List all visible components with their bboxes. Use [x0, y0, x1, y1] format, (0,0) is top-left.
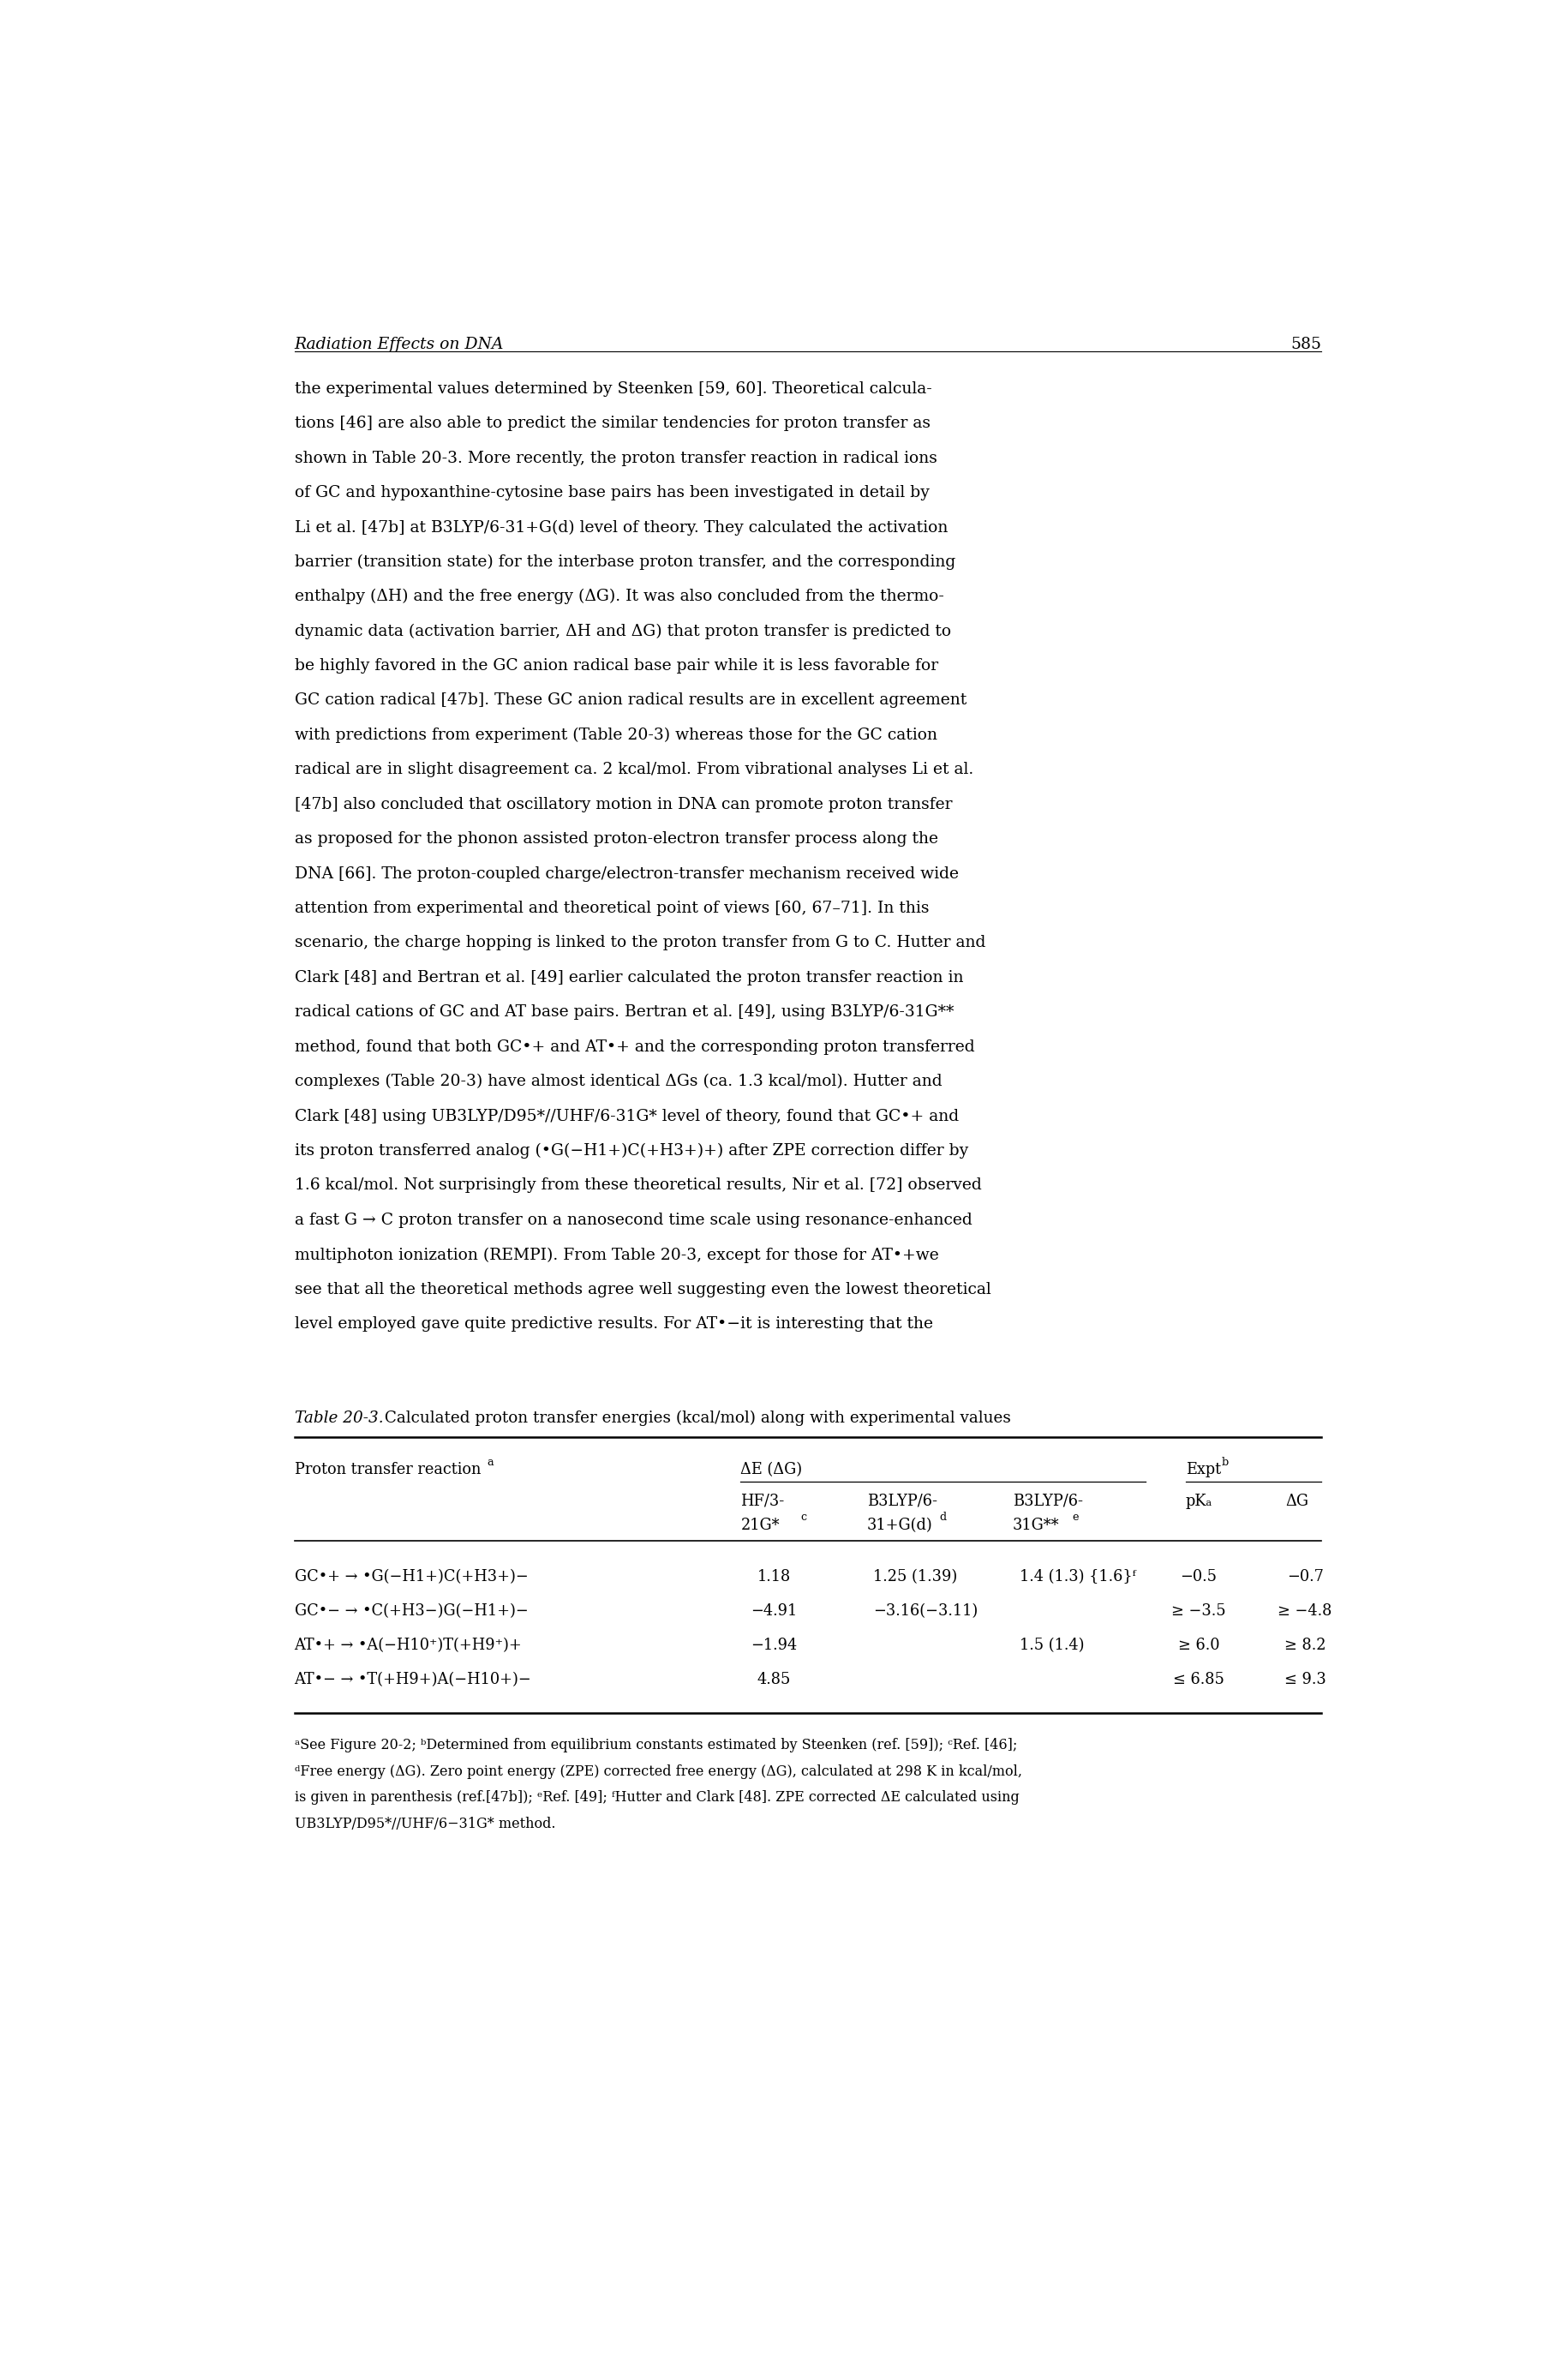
Text: 1.18: 1.18	[757, 1569, 790, 1584]
Text: c: c	[800, 1512, 806, 1524]
Text: −3.16(−3.11): −3.16(−3.11)	[873, 1603, 977, 1619]
Text: ≥ 8.2: ≥ 8.2	[1284, 1638, 1325, 1653]
Text: pKₐ: pKₐ	[1185, 1493, 1212, 1510]
Text: method, found that both GC•+ and AT•+ and the corresponding proton transferred: method, found that both GC•+ and AT•+ an…	[295, 1039, 974, 1056]
Text: GC•− → •C(+H3−)G(−H1+)−: GC•− → •C(+H3−)G(−H1+)−	[295, 1603, 528, 1619]
Text: Expt: Expt	[1185, 1462, 1220, 1477]
Text: radical are in slight disagreement ca. 2 kcal/mol. From vibrational analyses Li : radical are in slight disagreement ca. 2…	[295, 761, 972, 778]
Text: ᵈFree energy (ΔG). Zero point energy (ZPE) corrected free energy (ΔG), calculate: ᵈFree energy (ΔG). Zero point energy (ZP…	[295, 1764, 1021, 1779]
Text: DNA [66]. The proton-coupled charge/electron-transfer mechanism received wide: DNA [66]. The proton-coupled charge/elec…	[295, 866, 958, 882]
Text: Clark [48] and Bertran et al. [49] earlier calculated the proton transfer reacti: Clark [48] and Bertran et al. [49] earli…	[295, 970, 963, 984]
Text: 1.4 (1.3) {1.6}ᶠ: 1.4 (1.3) {1.6}ᶠ	[1019, 1569, 1135, 1584]
Text: ≥ 6.0: ≥ 6.0	[1178, 1638, 1218, 1653]
Text: −1.94: −1.94	[750, 1638, 797, 1653]
Text: HF/3-: HF/3-	[740, 1493, 784, 1510]
Text: level employed gave quite predictive results. For AT•−it is interesting that the: level employed gave quite predictive res…	[295, 1317, 933, 1332]
Text: the experimental values determined by Steenken [59, 60]. Theoretical calcula-: the experimental values determined by St…	[295, 380, 931, 397]
Text: GC cation radical [47b]. These GC anion radical results are in excellent agreeme: GC cation radical [47b]. These GC anion …	[295, 692, 966, 709]
Text: 21G*: 21G*	[740, 1517, 779, 1534]
Text: AT•− → •T(+H9+)A(−H10+)−: AT•− → •T(+H9+)A(−H10+)−	[295, 1672, 532, 1686]
Text: ΔG: ΔG	[1284, 1493, 1308, 1510]
Text: a fast G → C proton transfer on a nanosecond time scale using resonance-enhanced: a fast G → C proton transfer on a nanose…	[295, 1213, 972, 1227]
Text: scenario, the charge hopping is linked to the proton transfer from G to C. Hutte: scenario, the charge hopping is linked t…	[295, 935, 985, 951]
Text: ≤ 9.3: ≤ 9.3	[1284, 1672, 1325, 1686]
Text: shown in Table 20-3. More recently, the proton transfer reaction in radical ions: shown in Table 20-3. More recently, the …	[295, 449, 936, 466]
Text: b: b	[1221, 1458, 1228, 1467]
Text: AT•+ → •A(−H10⁺)T(+H9⁺)+: AT•+ → •A(−H10⁺)T(+H9⁺)+	[295, 1638, 522, 1653]
Text: 1.25 (1.39): 1.25 (1.39)	[873, 1569, 956, 1584]
Text: Radiation Effects on DNA: Radiation Effects on DNA	[295, 338, 503, 352]
Text: e: e	[1073, 1512, 1079, 1524]
Text: tions [46] are also able to predict the similar tendencies for proton transfer a: tions [46] are also able to predict the …	[295, 416, 930, 430]
Text: 585: 585	[1290, 338, 1320, 352]
Text: ΔE (ΔG): ΔE (ΔG)	[740, 1462, 801, 1477]
Text: Proton transfer reaction: Proton transfer reaction	[295, 1462, 480, 1477]
Text: a: a	[486, 1458, 494, 1467]
Text: 1.5 (1.4): 1.5 (1.4)	[1019, 1638, 1083, 1653]
Text: 1.6 kcal/mol. Not surprisingly from these theoretical results, Nir et al. [72] o: 1.6 kcal/mol. Not surprisingly from thes…	[295, 1177, 982, 1194]
Text: enthalpy (ΔH) and the free energy (ΔG). It was also concluded from the thermo-: enthalpy (ΔH) and the free energy (ΔG). …	[295, 590, 944, 604]
Text: ≤ 6.85: ≤ 6.85	[1173, 1672, 1223, 1686]
Text: Calculated proton transfer energies (kcal/mol) along with experimental values: Calculated proton transfer energies (kca…	[379, 1410, 1010, 1427]
Text: dynamic data (activation barrier, ΔH and ΔG) that proton transfer is predicted t: dynamic data (activation barrier, ΔH and…	[295, 623, 950, 640]
Text: −0.5: −0.5	[1179, 1569, 1217, 1584]
Text: radical cations of GC and AT base pairs. Bertran et al. [49], using B3LYP/6-31G*: radical cations of GC and AT base pairs.…	[295, 1004, 953, 1020]
Text: with predictions from experiment (Table 20-3) whereas those for the GC cation: with predictions from experiment (Table …	[295, 728, 936, 742]
Text: GC•+ → •G(−H1+)C(+H3+)−: GC•+ → •G(−H1+)C(+H3+)−	[295, 1569, 528, 1584]
Text: its proton transferred analog (•G(−H1+)C(+H3+)+) after ZPE correction differ by: its proton transferred analog (•G(−H1+)C…	[295, 1144, 967, 1158]
Text: be highly favored in the GC anion radical base pair while it is less favorable f: be highly favored in the GC anion radica…	[295, 659, 938, 673]
Text: complexes (Table 20-3) have almost identical ΔGs (ca. 1.3 kcal/mol). Hutter and: complexes (Table 20-3) have almost ident…	[295, 1075, 941, 1089]
Text: of GC and hypoxanthine-cytosine base pairs has been investigated in detail by: of GC and hypoxanthine-cytosine base pai…	[295, 485, 928, 499]
Text: as proposed for the phonon assisted proton-electron transfer process along the: as proposed for the phonon assisted prot…	[295, 832, 938, 847]
Text: −4.91: −4.91	[750, 1603, 797, 1619]
Text: B3LYP/6-: B3LYP/6-	[1013, 1493, 1082, 1510]
Text: Table 20-3.: Table 20-3.	[295, 1410, 383, 1427]
Text: multiphoton ionization (REMPI). From Table 20-3, except for those for AT•+we: multiphoton ionization (REMPI). From Tab…	[295, 1246, 938, 1263]
Text: Li et al. [47b] at B3LYP/6-31+G(d) level of theory. They calculated the activati: Li et al. [47b] at B3LYP/6-31+G(d) level…	[295, 521, 947, 535]
Text: ≥ −4.8: ≥ −4.8	[1278, 1603, 1331, 1619]
Text: [47b] also concluded that oscillatory motion in DNA can promote proton transfer: [47b] also concluded that oscillatory mo…	[295, 797, 952, 813]
Text: attention from experimental and theoretical point of views [60, 67–71]. In this: attention from experimental and theoreti…	[295, 901, 928, 916]
Text: ᵃSee Figure 20-2; ᵇDetermined from equilibrium constants estimated by Steenken (: ᵃSee Figure 20-2; ᵇDetermined from equil…	[295, 1738, 1016, 1753]
Text: 31+G(d): 31+G(d)	[866, 1517, 931, 1534]
Text: d: d	[939, 1512, 946, 1524]
Text: UB3LYP/D95*//UHF/6−31G* method.: UB3LYP/D95*//UHF/6−31G* method.	[295, 1817, 555, 1831]
Text: ≥ −3.5: ≥ −3.5	[1171, 1603, 1226, 1619]
Text: is given in parenthesis (ref.[47b]); ᵉRef. [49]; ᶠHutter and Clark [48]. ZPE cor: is given in parenthesis (ref.[47b]); ᵉRe…	[295, 1791, 1019, 1805]
Text: 4.85: 4.85	[756, 1672, 790, 1686]
Text: B3LYP/6-: B3LYP/6-	[866, 1493, 936, 1510]
Text: Clark [48] using UB3LYP/D95*//UHF/6-31G* level of theory, found that GC•+ and: Clark [48] using UB3LYP/D95*//UHF/6-31G*…	[295, 1108, 958, 1125]
Text: see that all the theoretical methods agree well suggesting even the lowest theor: see that all the theoretical methods agr…	[295, 1282, 991, 1296]
Text: barrier (transition state) for the interbase proton transfer, and the correspond: barrier (transition state) for the inter…	[295, 554, 955, 571]
Text: 31G**: 31G**	[1013, 1517, 1058, 1534]
Text: −0.7: −0.7	[1286, 1569, 1323, 1584]
